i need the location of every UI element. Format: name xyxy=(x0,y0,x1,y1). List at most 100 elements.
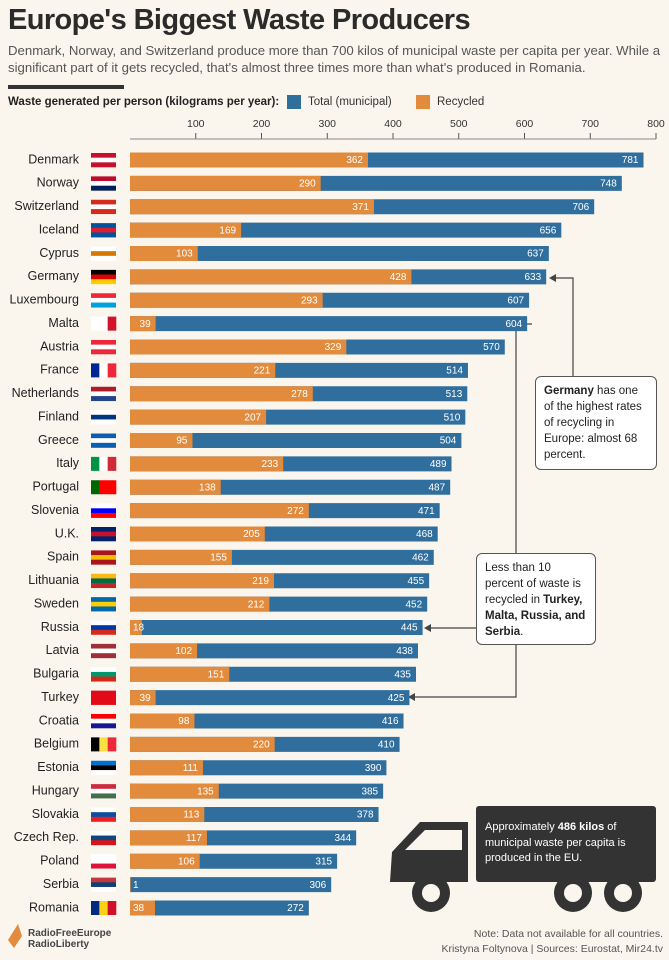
flag xyxy=(91,232,116,238)
value-label: 371 xyxy=(352,202,369,213)
value-label: 362 xyxy=(346,155,363,166)
bar xyxy=(130,479,221,495)
value-label: 117 xyxy=(186,833,202,844)
flag xyxy=(91,209,116,215)
category-label: Denmark xyxy=(28,152,79,166)
value-label: 416 xyxy=(382,716,399,727)
flag xyxy=(91,620,116,626)
value-label: 471 xyxy=(418,506,435,517)
bar xyxy=(130,900,309,916)
bar xyxy=(130,199,374,215)
value-label: 169 xyxy=(219,225,236,236)
bar xyxy=(130,409,267,425)
category-label: Finland xyxy=(38,409,79,423)
flag xyxy=(91,667,116,673)
flag xyxy=(91,653,116,659)
flag xyxy=(91,503,116,509)
flag xyxy=(91,835,116,841)
value-label: 38 xyxy=(133,903,145,914)
logo-mark xyxy=(8,924,22,948)
flag xyxy=(99,363,108,378)
value-label: 219 xyxy=(252,576,269,587)
flag xyxy=(91,251,116,257)
annotation-text: of municipal waste per capita is produce… xyxy=(485,821,626,864)
logo: RadioFreeEurope RadioLiberty xyxy=(28,928,111,950)
flag xyxy=(91,886,116,892)
flag xyxy=(91,279,116,285)
category-label: Lithuania xyxy=(28,573,79,587)
flag xyxy=(91,714,116,719)
value-label: 637 xyxy=(527,249,544,260)
value-label: 102 xyxy=(175,646,192,657)
category-label: Latvia xyxy=(46,643,79,657)
category-label: Romania xyxy=(29,900,79,914)
flag xyxy=(91,162,116,168)
flag xyxy=(91,340,116,345)
logo-text: RadioLiberty xyxy=(28,939,90,950)
value-label: 633 xyxy=(525,272,542,283)
flag xyxy=(91,316,100,331)
bar xyxy=(130,316,528,332)
value-label: 113 xyxy=(183,810,199,821)
bar xyxy=(130,643,418,659)
category-label: Russia xyxy=(41,620,79,634)
bar xyxy=(130,269,412,285)
flag xyxy=(91,227,116,233)
value-label: 39 xyxy=(140,319,152,330)
flag xyxy=(91,274,116,280)
bar xyxy=(130,643,198,659)
value-label: 428 xyxy=(390,272,407,283)
annotation-text: Germany xyxy=(544,385,594,397)
value-label: 18 xyxy=(133,623,145,634)
x-tick-label: 300 xyxy=(318,118,336,130)
flag xyxy=(91,527,116,532)
flag xyxy=(91,854,116,860)
annotation-text: has one of the highest rates of recyclin… xyxy=(544,385,642,461)
bar xyxy=(130,246,198,261)
category-label: Croatia xyxy=(39,713,79,727)
annotation-text: 486 kilos xyxy=(557,821,605,833)
category-label: Slovenia xyxy=(31,503,79,517)
flag xyxy=(91,433,116,439)
flag xyxy=(91,550,116,556)
bar xyxy=(130,620,423,635)
value-label: 570 xyxy=(483,342,500,353)
bar xyxy=(130,807,205,822)
flag xyxy=(91,157,116,163)
value-label: 435 xyxy=(394,669,411,680)
bar xyxy=(130,783,219,799)
value-label: 656 xyxy=(540,225,557,236)
flag xyxy=(91,770,116,776)
bar xyxy=(130,573,274,589)
callout-arrowheads xyxy=(408,274,556,701)
value-label: 410 xyxy=(378,740,395,751)
value-label: 111 xyxy=(183,763,199,774)
flag xyxy=(91,629,116,635)
flag xyxy=(91,816,116,822)
category-label: Turkey xyxy=(41,690,79,704)
flag xyxy=(91,784,116,790)
flag xyxy=(91,901,100,915)
x-tick-label: 600 xyxy=(516,118,534,130)
x-tick-label: 700 xyxy=(581,118,599,130)
bar xyxy=(130,877,131,893)
value-label: 98 xyxy=(178,716,190,727)
truck xyxy=(390,806,656,912)
bar xyxy=(130,549,232,565)
value-label: 425 xyxy=(388,693,405,704)
annotation: Less than 10 percent of waste is recycle… xyxy=(476,553,596,645)
x-tick-label: 200 xyxy=(253,118,271,130)
flag xyxy=(107,480,117,495)
flag xyxy=(91,396,116,402)
flag xyxy=(91,793,116,799)
bar xyxy=(130,175,321,191)
annotation-text: Turkey, Malta, Russia, and Serbia xyxy=(485,594,586,638)
flag xyxy=(99,480,108,495)
flag xyxy=(91,863,116,869)
value-label: 390 xyxy=(365,763,382,774)
category-label: Poland xyxy=(40,854,79,868)
bar xyxy=(130,433,193,448)
x-tick-label: 100 xyxy=(187,118,205,130)
flag xyxy=(91,601,116,607)
